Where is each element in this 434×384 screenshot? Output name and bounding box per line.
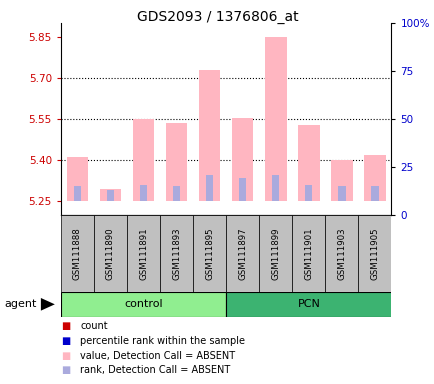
Text: GSM111897: GSM111897 <box>238 227 247 280</box>
Bar <box>132 119 154 201</box>
Bar <box>239 178 246 201</box>
Bar <box>160 215 193 292</box>
Text: value, Detection Call = ABSENT: value, Detection Call = ABSENT <box>80 351 235 361</box>
Bar <box>173 186 180 201</box>
Bar <box>371 186 378 201</box>
Text: ■: ■ <box>61 321 70 331</box>
Text: GSM111888: GSM111888 <box>73 227 82 280</box>
Bar <box>226 215 259 292</box>
Bar <box>140 185 147 201</box>
Bar <box>292 215 325 292</box>
Text: percentile rank within the sample: percentile rank within the sample <box>80 336 245 346</box>
Bar <box>338 186 345 201</box>
Polygon shape <box>41 298 55 311</box>
Bar <box>61 215 94 292</box>
Text: GSM111905: GSM111905 <box>370 227 378 280</box>
Text: control: control <box>124 299 162 310</box>
Text: GDS2093 / 1376806_at: GDS2093 / 1376806_at <box>136 10 298 23</box>
Bar <box>259 215 292 292</box>
Text: GSM111890: GSM111890 <box>106 227 115 280</box>
Bar <box>198 70 220 201</box>
Bar <box>272 175 279 201</box>
Bar <box>226 292 391 317</box>
Text: PCN: PCN <box>297 299 319 310</box>
Text: GSM111899: GSM111899 <box>271 227 279 280</box>
Bar <box>325 215 358 292</box>
Bar <box>74 186 81 201</box>
Bar <box>165 123 187 201</box>
Text: GSM111893: GSM111893 <box>172 227 181 280</box>
Bar <box>297 124 319 201</box>
Bar <box>363 155 385 201</box>
Bar <box>330 160 352 201</box>
Text: ■: ■ <box>61 365 70 375</box>
Text: ■: ■ <box>61 351 70 361</box>
Text: count: count <box>80 321 108 331</box>
Bar <box>206 175 213 201</box>
Bar <box>61 292 226 317</box>
Bar <box>107 190 114 201</box>
Text: GSM111895: GSM111895 <box>205 227 214 280</box>
Bar <box>99 189 121 201</box>
Text: GSM111891: GSM111891 <box>139 227 148 280</box>
Bar <box>94 215 127 292</box>
Text: ■: ■ <box>61 336 70 346</box>
Text: GSM111903: GSM111903 <box>337 227 345 280</box>
Text: GSM111901: GSM111901 <box>304 227 312 280</box>
Text: agent: agent <box>4 299 36 310</box>
Bar <box>305 185 312 201</box>
Bar <box>127 215 160 292</box>
Text: rank, Detection Call = ABSENT: rank, Detection Call = ABSENT <box>80 365 230 375</box>
Bar <box>193 215 226 292</box>
Bar <box>358 215 391 292</box>
Bar <box>66 157 88 201</box>
Bar <box>231 118 253 201</box>
Bar <box>264 37 286 201</box>
